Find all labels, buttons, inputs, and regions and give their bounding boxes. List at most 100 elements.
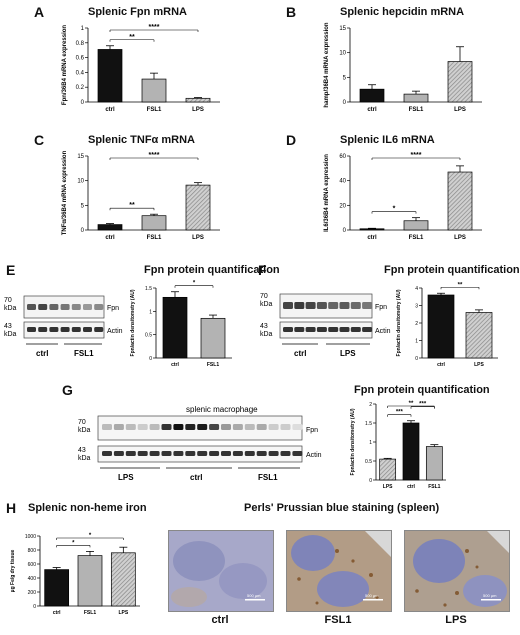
y-axis-label: IL6/36B4 mRNA expression [324,154,330,232]
x-tick-label: ctrl [53,610,61,616]
blot-e-group-fsl1: FSL1 [74,349,94,358]
x-tick-label: ctrl [105,107,115,113]
blot-band [232,424,243,430]
blot-band [83,327,92,332]
blot-band [197,424,208,430]
blot-band [316,327,327,332]
y-tick-label: 0.8 [76,41,85,47]
y-tick-label: 60 [339,154,346,160]
blot-f-group-lps: LPS [340,349,356,358]
panel-title-b: Splenic hepcidin mRNA [340,6,465,18]
caption-lps: LPS [445,614,467,626]
blot-f-group-ctrl: ctrl [294,349,306,358]
blot-band [161,451,172,456]
y-tick-label: 0 [33,604,36,610]
blot-band [137,451,148,456]
bar-lps [185,97,211,103]
chart-fpn-protein-fsl1: 0 0.5 1 1.5 Fpn/actin densitometry (AU) ctrl F… [130,281,232,368]
blot-band [94,304,104,310]
blot-band [185,424,196,430]
blot-band [60,304,70,310]
blot-band [328,327,339,332]
panel-letter-d: D [286,132,297,148]
bar-lps [447,171,473,231]
blot-f-mw-70: 70 [260,293,268,300]
x-tick-label: FSL1 [207,362,219,368]
scale-label-ctrl: 500 µm [247,593,261,598]
x-tick-label: LPS [383,484,393,490]
bar-lps [447,61,473,103]
y-tick-label: 4 [415,286,418,292]
blot-f-mw-kda-2: kDa [260,331,273,338]
y-axis-label: Fpn/actin densitometry (AU) [396,289,402,356]
panel-letter-h: H [6,500,17,516]
x-tick-label: LPS [474,362,484,368]
significance-stars: * [89,533,92,539]
y-tick-label: 1 [415,339,418,345]
perls-micrograph-lps: 500 µm [404,530,510,612]
y-axis-label: Fpn/actin densitometry (AU) [350,408,356,475]
x-tick-label: FSL1 [147,107,162,113]
y-tick-label: 1 [369,440,372,446]
blot-band [173,424,184,430]
blot-band [268,424,279,430]
y-tick-label: 5 [343,75,347,81]
blot-f-mw-43: 43 [260,323,268,330]
x-tick-label: LPS [454,235,466,241]
bar-ctrl [97,224,123,231]
scale-label-lps: 500 µm [483,593,497,598]
blot-g-mw-70: 70 [78,419,86,426]
panel-letter-b: B [286,4,297,20]
perls-micrograph-ctrl: 500 µm [168,530,274,612]
blot-band [294,302,305,309]
significance-stars: **** [149,24,160,31]
perls-micrograph-fsl1: 500 µm [286,530,392,612]
chart-fpn-mrna: 0 0.2 0.4 0.6 0.8 1 Fpn/36B4 mRNA expression ct… [62,24,220,113]
blot-e-mw-kda-2: kDa [4,331,17,338]
bar-ctrl [97,49,123,103]
panel-title-g: Fpn protein quantification [354,384,490,396]
scale-label-fsl1: 500 µm [365,593,379,598]
blot-g-mw-kda-1: kDa [78,427,91,434]
significance-stars: *** [419,402,427,408]
y-tick-label: 0 [369,478,372,484]
panel-title-perls: Perls' Prussian blue staining (spleen) [244,502,440,514]
y-tick-label: 2 [369,402,372,408]
western-blot-g: splenic macrophage 70 kDa 43 kDa Fpn Act… [78,405,322,482]
blot-band [94,327,104,332]
blot-band [149,451,160,456]
blot-band [125,451,136,456]
y-axis-label: µg Fe/g dry tissue [10,549,16,592]
significance-stars: **** [149,152,160,159]
y-axis-label: Fpn/36B4 mRNA expression [62,25,68,105]
blot-band [328,302,339,309]
blot-e-band-fpn: Fpn [107,305,119,312]
blot-g-mw-kda-2: kDa [78,455,91,462]
panel-letter-g: G [62,382,73,398]
bar-ctrl [162,296,188,359]
y-tick-label: 10 [77,179,84,185]
bar-ctrl [427,294,455,359]
blot-band [305,327,316,332]
blot-g-mw-43: 43 [78,447,86,454]
blot-band [125,424,136,430]
y-tick-label: 0 [343,100,347,106]
blot-band [49,327,59,332]
blot-f-band-fpn: Fpn [375,304,387,311]
x-tick-label: ctrl [407,484,415,490]
panel-title-f: Fpn protein quantification [384,264,520,276]
blot-band [27,327,36,332]
significance-stars: *** [396,410,404,416]
blot-band [149,424,160,430]
blot-band [305,302,316,309]
y-tick-label: 3 [415,304,418,310]
panel-letter-c: C [34,132,45,148]
blot-g-band-fpn: Fpn [306,427,318,434]
panel-title-e: Fpn protein quantification [144,264,280,276]
significance-stars: ** [129,34,135,41]
blot-e-mw-70: 70 [4,297,12,304]
blot-band [173,451,184,456]
significance-stars: ** [129,202,135,209]
blot-band [339,302,350,309]
y-tick-label: 15 [339,26,346,32]
